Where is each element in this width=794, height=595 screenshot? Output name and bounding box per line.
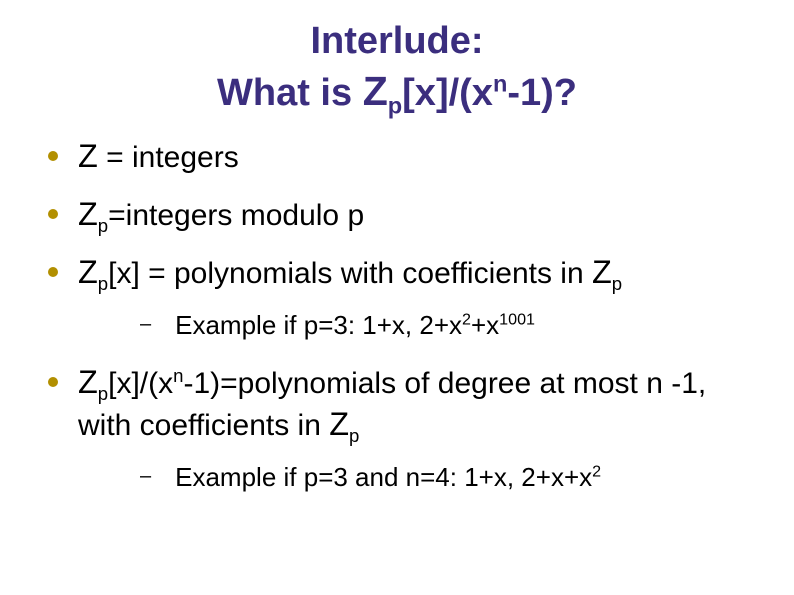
title-line2: What is Zp[x]/(xn-1)? [217,72,577,114]
dash-icon: – [140,311,151,337]
sub-bullet-text: Example if p=3: 1+x, 2+x2+x1001 [175,309,535,343]
bullet-item: Zp[x]/(xn-1)=polynomials of degree at mo… [48,361,754,445]
title-line1: Interlude: [310,20,483,62]
bullet-dot-icon [48,377,58,387]
bullet-text: Z = integers [78,135,239,177]
bullet-item: Zp=integers modulo p [48,193,754,235]
sub-bullet-item: –Example if p=3: 1+x, 2+x2+x1001 [140,309,754,343]
bullet-text: Zp[x] = polynomials with coefficients in… [78,251,622,293]
bullet-dot-icon [48,267,58,277]
bullet-item: Z = integers [48,135,754,177]
bullet-dot-icon [48,151,58,161]
bullet-text: Zp=integers modulo p [78,193,364,235]
sub-bullet-text: Example if p=3 and n=4: 1+x, 2+x+x2 [175,461,601,495]
bullet-item: Zp[x] = polynomials with coefficients in… [48,251,754,293]
bullet-list: Z = integers Zp=integers modulo p Zp[x] = … [40,135,754,495]
dash-icon: – [140,463,151,489]
bullet-text: Zp[x]/(xn-1)=polynomials of degree at mo… [78,361,754,445]
sub-bullet-list: –Example if p=3: 1+x, 2+x2+x1001 [48,309,754,343]
sub-bullet-list: –Example if p=3 and n=4: 1+x, 2+x+x2 [48,461,754,495]
slide-title: Interlude: What is Zp[x]/(xn-1)? [40,18,754,117]
sub-bullet-item: –Example if p=3 and n=4: 1+x, 2+x+x2 [140,461,754,495]
slide: Interlude: What is Zp[x]/(xn-1)? Z = int… [0,0,794,595]
bullet-dot-icon [48,209,58,219]
